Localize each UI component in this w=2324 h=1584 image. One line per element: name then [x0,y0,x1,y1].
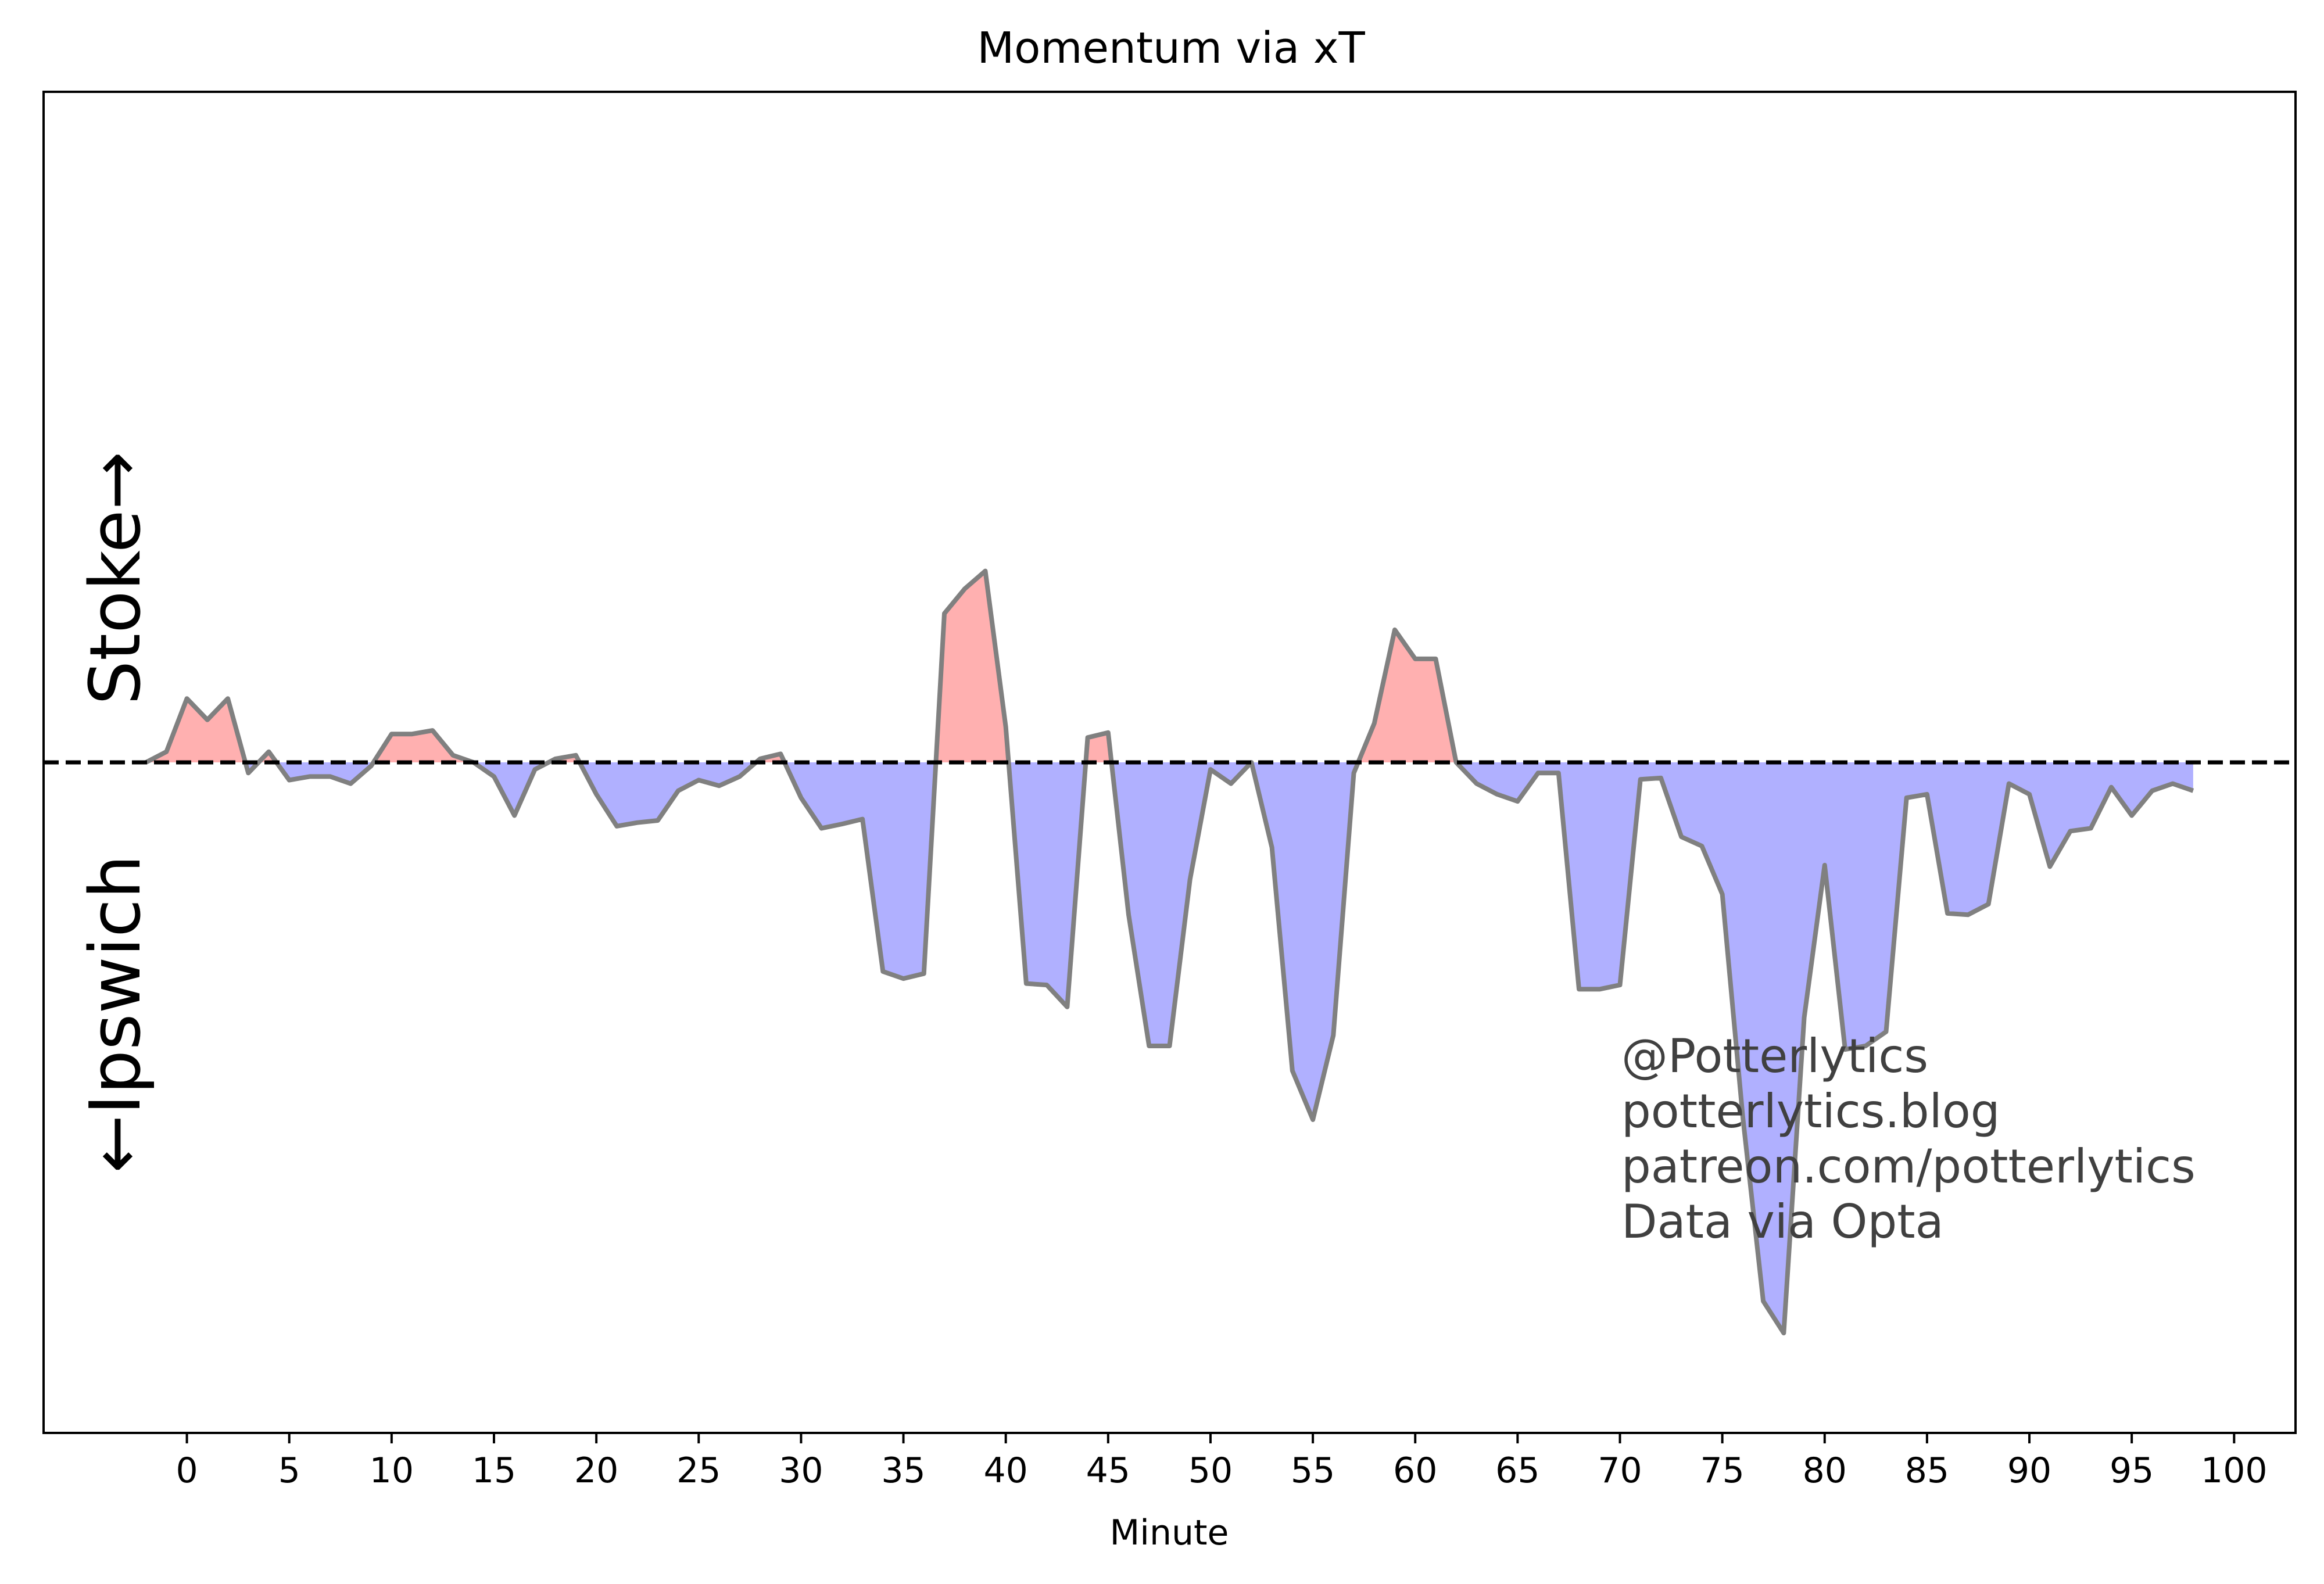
x-tick-label: 15 [472,1450,516,1491]
x-tick-label: 10 [370,1450,414,1491]
ipswich-area-segment [1008,762,1086,1007]
x-tick-label: 60 [1393,1450,1437,1491]
x-tick-label: 50 [1188,1450,1233,1491]
x-tick-label: 40 [984,1450,1028,1491]
credit-blog: potterlytics.blog [1621,1084,2000,1138]
stoke-area-segment [373,730,474,762]
ipswich-area-segment [785,762,936,979]
ipswich-area-segment [276,762,374,784]
stoke-area-segment [1086,732,1112,762]
team-label-ipswich: ←Ipswich [76,855,156,1173]
x-axis: 0 5 10 15 20 25 30 35 40 45 50 55 60 65 70 75 80 85 90 95 10… [176,1433,2268,1491]
team-label-stoke: Stoke→ [76,451,156,705]
credit-handle: @Potterlytics [1621,1029,1928,1083]
x-tick-label: 0 [176,1450,198,1491]
x-tick-label: 75 [1700,1450,1744,1491]
plot-frame [42,91,2297,1434]
x-tick-label: 35 [881,1450,925,1491]
x-tick-label: 85 [1905,1450,1949,1491]
x-tick-label: 100 [2201,1450,2268,1491]
credit-patreon: patreon.com/potterlytics [1621,1139,2196,1194]
x-tick-label: 95 [2110,1450,2154,1491]
line-layer [145,568,2194,1336]
x-tick-label: 45 [1086,1450,1130,1491]
ipswich-area-segment [579,762,756,826]
x-tick-label: 90 [2007,1450,2051,1491]
x-tick-label: 30 [779,1450,823,1491]
chart-title: Momentum via xT [977,23,1365,73]
stoke-area-segment [1358,629,1456,762]
x-tick-label: 5 [278,1450,300,1491]
x-tick-label: 65 [1495,1450,1539,1491]
credit-source: Data via Opta [1621,1195,1944,1249]
x-tick-label: 80 [1803,1450,1847,1491]
momentum-line [145,568,2194,1336]
ipswich-area-segment [1111,762,1252,1046]
x-tick-label: 25 [676,1450,721,1491]
x-axis-label: Minute [1110,1513,1229,1553]
x-tick-label: 55 [1291,1450,1335,1491]
x-tick-label: 20 [574,1450,618,1491]
credits-block: @Potterlytics potterlytics.blog patreon.… [1621,1029,2196,1249]
x-tick-label: 70 [1598,1450,1642,1491]
